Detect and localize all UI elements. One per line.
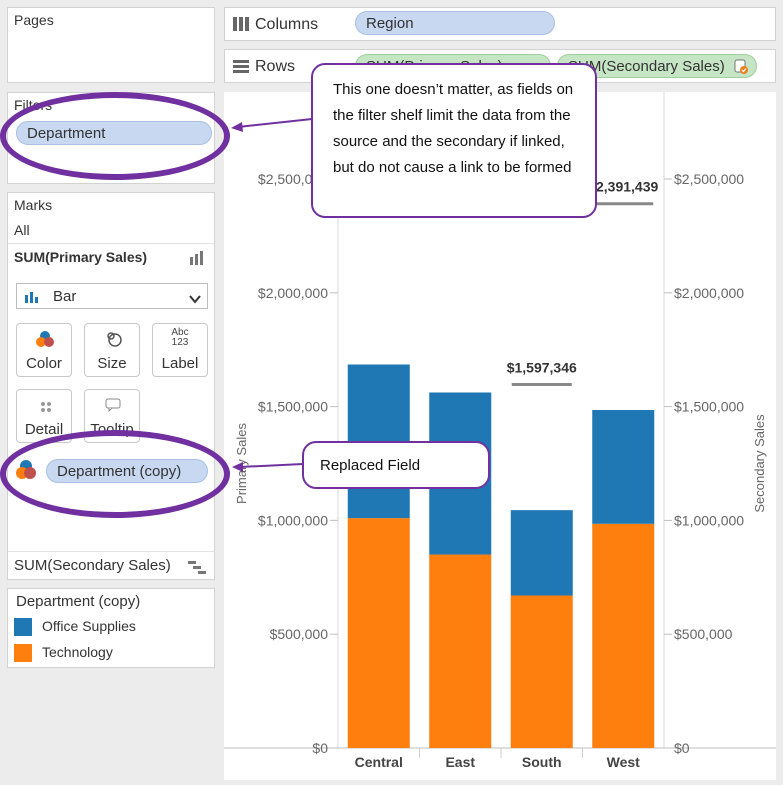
- y-tick-label-right: $1,000,000: [674, 512, 744, 528]
- marks-panel: Marks All SUM(Primary Sales) Bar Color S…: [7, 192, 215, 580]
- mark-type-label: Bar: [53, 288, 77, 305]
- callout-filter-note: This one doesn’t matter, as fields on th…: [311, 63, 597, 218]
- x-tick-label: West: [607, 754, 641, 770]
- marks-primary-measure-tab[interactable]: SUM(Primary Sales): [8, 243, 214, 270]
- x-tick-label: Central: [355, 754, 403, 770]
- color-button-label: Color: [26, 355, 62, 372]
- marks-primary-measure-label: SUM(Primary Sales): [14, 249, 148, 265]
- detail-icon: [39, 400, 53, 418]
- legend-label-office-supplies: Office Supplies: [42, 618, 136, 634]
- columns-icon: [233, 17, 249, 31]
- size-icon: [105, 330, 123, 352]
- y-axis-title-left: Primary Sales: [234, 423, 249, 504]
- label-abc-icon: Abc 123: [171, 327, 189, 348]
- annotation-ring-filter: [0, 92, 230, 180]
- x-tick-label: South: [522, 754, 562, 770]
- rows-icon: [233, 60, 249, 74]
- annotation-ring-replaced: [0, 430, 230, 518]
- marks-all-tab[interactable]: All: [14, 222, 30, 238]
- legend-item[interactable]: Technology: [14, 643, 210, 663]
- y-tick-label-right: $2,000,000: [674, 285, 744, 301]
- y-tick-label-left: $500,000: [270, 626, 329, 642]
- bar-technology: [592, 523, 655, 748]
- bar-chart-icon: [190, 251, 206, 270]
- legend-title: Department (copy): [16, 593, 141, 610]
- bar-office-supplies: [592, 410, 655, 524]
- legend-item[interactable]: Office Supplies: [14, 617, 210, 637]
- legend-swatch-technology: [14, 644, 32, 662]
- pages-title: Pages: [14, 12, 54, 28]
- rows-pill-secondary-label: SUM(Secondary Sales): [568, 58, 725, 75]
- columns-shelf[interactable]: Columns Region: [224, 7, 776, 41]
- color-button[interactable]: Color: [16, 323, 72, 377]
- y-tick-label-left: $2,500,000: [258, 171, 328, 187]
- secondary-data-label: $1,597,346: [507, 359, 577, 375]
- columns-label: Columns: [255, 16, 319, 33]
- y-axis-title-right: Secondary Sales: [752, 414, 767, 513]
- data-source-link-icon: [733, 59, 749, 75]
- label-button[interactable]: Abc 123 Label: [152, 323, 208, 377]
- pages-panel: Pages: [7, 7, 215, 83]
- y-tick-label-right: $1,500,000: [674, 399, 744, 415]
- marks-secondary-measure-label: SUM(Secondary Sales): [14, 557, 171, 574]
- bar-office-supplies: [510, 510, 573, 596]
- marks-title: Marks: [14, 197, 53, 213]
- mark-type-dropdown[interactable]: Bar: [16, 283, 208, 309]
- gantt-icon: [188, 560, 206, 579]
- detail-button[interactable]: Detail: [16, 389, 72, 443]
- marks-secondary-measure-tab[interactable]: SUM(Secondary Sales): [8, 551, 214, 580]
- tooltip-icon: [105, 398, 121, 416]
- detail-button-label: Detail: [24, 421, 64, 438]
- bar-technology: [347, 518, 410, 748]
- chevron-down-icon: [189, 291, 201, 309]
- y-tick-label-left: $2,000,000: [258, 285, 328, 301]
- columns-pill-region[interactable]: Region: [355, 11, 555, 35]
- callout-filter-note-text: This one doesn’t matter, as fields on th…: [333, 81, 574, 176]
- label-button-label: Label: [161, 355, 199, 372]
- y-tick-label-right: $2,500,000: [674, 171, 744, 187]
- callout-replaced-field: Replaced Field: [302, 441, 490, 489]
- legend-swatch-office-supplies: [14, 618, 32, 636]
- y-tick-label-right: $0: [674, 740, 690, 756]
- color-icon: [36, 330, 54, 352]
- y-tick-label-right: $500,000: [674, 626, 733, 642]
- y-tick-label-left: $0: [312, 740, 328, 756]
- x-tick-label: East: [445, 754, 475, 770]
- legend-label-technology: Technology: [42, 644, 113, 660]
- color-legend: Department (copy) Office Supplies Techno…: [7, 588, 215, 668]
- callout-replaced-field-text: Replaced Field: [320, 457, 421, 474]
- bar-technology: [510, 595, 573, 748]
- y-tick-label-left: $1,000,000: [258, 512, 328, 528]
- secondary-data-label: $2,391,439: [588, 179, 658, 195]
- size-button[interactable]: Size: [84, 323, 140, 377]
- y-tick-label-left: $1,500,000: [258, 399, 328, 415]
- chart-view: $0 $0 $500,000 $500,000 $1,000,000 $1,000,000…: [224, 92, 776, 780]
- bar-technology: [429, 554, 492, 748]
- stacked-bar-chart: $0 $0 $500,000 $500,000 $1,000,000 $1,000,000…: [224, 92, 776, 770]
- rows-label: Rows: [255, 58, 296, 75]
- size-button-label: Size: [97, 355, 127, 372]
- bar-mark-icon: [25, 290, 41, 308]
